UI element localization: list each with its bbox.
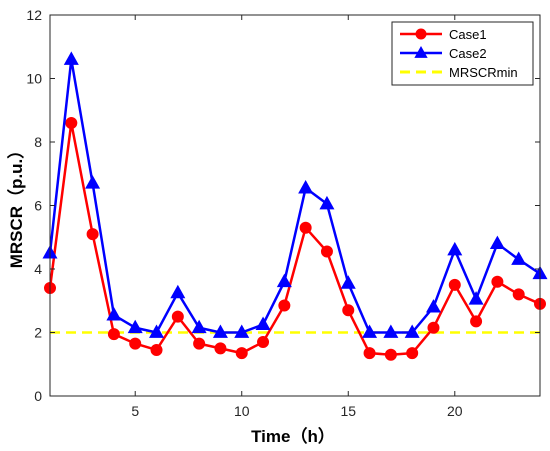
data-point-case2 bbox=[63, 51, 79, 65]
y-axis-label: MRSCR（p.u.） bbox=[6, 142, 26, 269]
y-tick-label: 0 bbox=[34, 388, 42, 404]
data-point-case1 bbox=[214, 342, 227, 355]
data-point-case2 bbox=[447, 241, 463, 256]
data-point-case2 bbox=[425, 299, 441, 313]
data-point-case1 bbox=[384, 348, 397, 361]
x-tick-label: 5 bbox=[131, 403, 139, 419]
legend: Case1 Case2 MRSCRmin bbox=[391, 21, 534, 86]
data-point-case1 bbox=[342, 304, 355, 317]
x-axis-label: Time（h） bbox=[251, 426, 335, 446]
data-point-case2 bbox=[170, 284, 186, 299]
data-point-case2 bbox=[149, 324, 165, 338]
legend-label-mrscrmin: MRSCRmin bbox=[449, 65, 518, 80]
data-point-case1 bbox=[171, 310, 184, 323]
legend-marker-case1 bbox=[415, 28, 427, 40]
data-point-case1 bbox=[363, 347, 376, 360]
data-point-case2 bbox=[404, 324, 420, 338]
data-point-case1 bbox=[257, 336, 270, 349]
data-point-case2 bbox=[489, 235, 505, 249]
y-tick-label: 6 bbox=[34, 198, 42, 214]
legend-label-case2: Case2 bbox=[449, 46, 487, 61]
data-point-case2 bbox=[85, 175, 101, 189]
data-point-case1 bbox=[470, 315, 483, 328]
data-point-case2 bbox=[383, 324, 399, 338]
legend-marker-case2 bbox=[414, 46, 428, 58]
y-tick-label: 2 bbox=[34, 325, 42, 341]
data-point-case2 bbox=[234, 324, 250, 338]
data-point-case1 bbox=[129, 337, 142, 350]
data-point-case1 bbox=[65, 116, 78, 129]
x-tick-label: 20 bbox=[447, 403, 463, 419]
data-point-case2 bbox=[511, 251, 527, 265]
data-point-case2 bbox=[340, 275, 356, 289]
data-point-case1 bbox=[150, 343, 163, 356]
data-point-case2 bbox=[362, 324, 378, 338]
data-point-case2 bbox=[276, 273, 292, 288]
y-tick-label: 12 bbox=[26, 7, 42, 23]
x-tick-label: 10 bbox=[234, 403, 250, 419]
y-tick-label: 4 bbox=[34, 261, 42, 277]
data-point-case1 bbox=[235, 347, 248, 360]
data-point-case2 bbox=[298, 180, 314, 194]
data-point-case1 bbox=[107, 328, 120, 341]
data-point-case1 bbox=[299, 221, 312, 234]
data-point-case1 bbox=[86, 228, 99, 241]
data-point-case2 bbox=[255, 316, 271, 330]
data-point-case2 bbox=[191, 319, 207, 334]
x-axis: 5 10 15 20 bbox=[131, 15, 463, 419]
y-tick-label: 8 bbox=[34, 134, 42, 150]
series-layer bbox=[42, 51, 548, 361]
y-tick-label: 10 bbox=[26, 71, 42, 87]
legend-label-case1: Case1 bbox=[449, 27, 487, 42]
series-line-case2 bbox=[48, 58, 541, 334]
data-point-case2 bbox=[212, 324, 228, 338]
data-point-case2 bbox=[468, 291, 484, 305]
data-point-case1 bbox=[427, 321, 440, 334]
data-point-case1 bbox=[491, 275, 504, 288]
y-axis: 0 2 4 6 8 10 12 bbox=[26, 7, 540, 404]
x-tick-label: 15 bbox=[340, 403, 356, 419]
data-point-case1 bbox=[320, 245, 333, 258]
data-point-case1 bbox=[512, 288, 525, 301]
data-point-case1 bbox=[278, 299, 291, 312]
data-point-case2 bbox=[106, 307, 122, 321]
data-point-case1 bbox=[406, 347, 419, 360]
data-point-case1 bbox=[448, 278, 461, 291]
data-point-case2 bbox=[319, 195, 335, 210]
data-point-case2 bbox=[127, 319, 143, 334]
data-point-case1 bbox=[193, 337, 206, 350]
